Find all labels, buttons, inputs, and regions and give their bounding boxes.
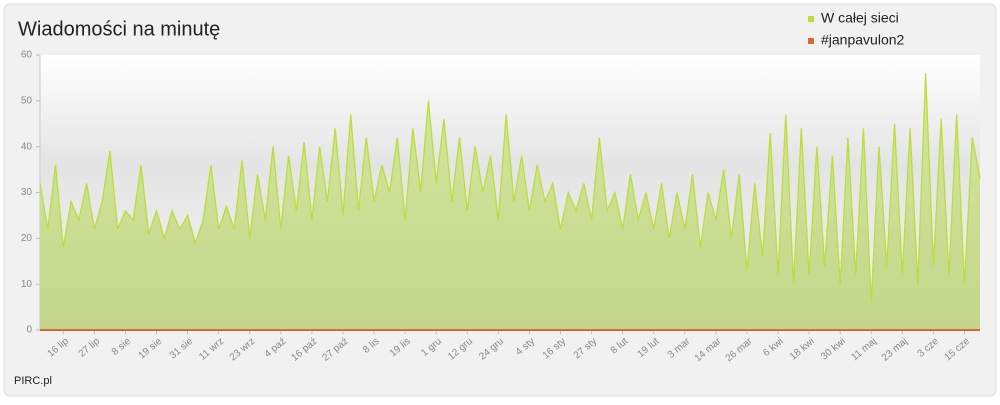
- y-tick-label: 20: [21, 233, 33, 244]
- chart-title: Wiadomości na minutę: [18, 18, 220, 40]
- legend-label: W całej sieci: [821, 10, 899, 26]
- y-tick-label: 30: [21, 187, 33, 198]
- y-tick-label: 50: [21, 95, 33, 106]
- legend-swatch: [808, 16, 814, 22]
- area-fill: [40, 73, 980, 330]
- y-tick-label: 0: [26, 325, 32, 336]
- y-tick-label: 10: [21, 279, 33, 290]
- series-line: [39, 73, 981, 303]
- source: PIRC.pl: [14, 375, 52, 387]
- legend-swatch: [808, 38, 814, 44]
- y-tick-label: 60: [21, 50, 33, 61]
- legend-label: #janpavulon2: [821, 32, 905, 48]
- y-tick-label: 40: [21, 141, 33, 152]
